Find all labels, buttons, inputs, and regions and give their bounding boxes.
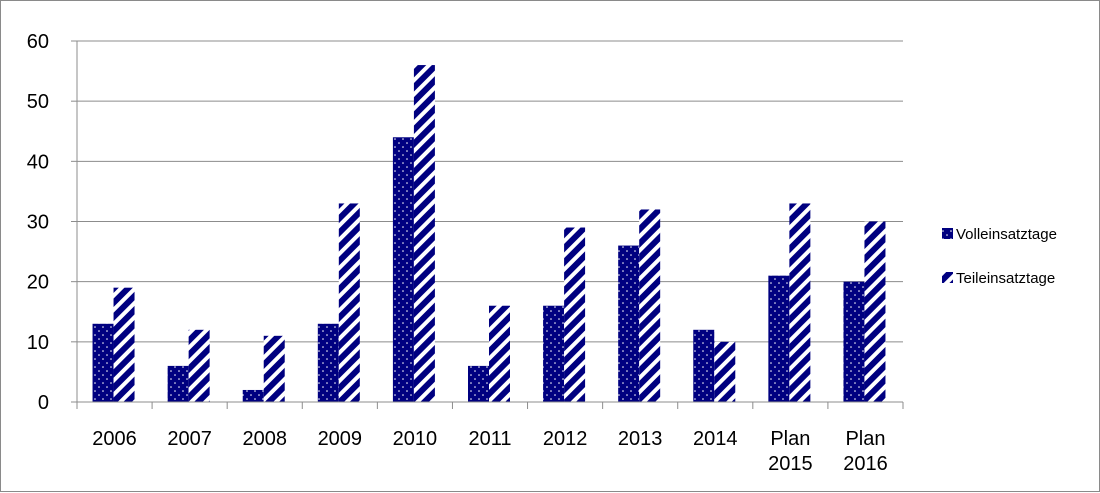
bar-teileinsatztage-8 [714, 341, 736, 402]
legend-label-teileinsatztage: Teileinsatztage [956, 270, 1055, 287]
bar-teileinsatztage-9 [789, 203, 811, 402]
bar-teileinsatztage-2 [263, 335, 285, 402]
axes [71, 40, 904, 409]
bar-volleinsatztage-8 [693, 329, 715, 402]
bar-teileinsatztage-1 [188, 329, 210, 402]
y-tick-label: 20 [27, 272, 49, 294]
bar-teileinsatztage-5 [489, 305, 510, 402]
y-tick-label: 40 [27, 151, 49, 173]
x-tick-label: 2006 [92, 428, 137, 450]
legend-swatch-teileinsatztage [942, 272, 953, 283]
gridlines [77, 40, 903, 343]
bar-volleinsatztage-10 [843, 281, 865, 402]
x-tick-label: 2010 [393, 428, 438, 450]
y-tick-label: 60 [27, 31, 49, 53]
x-tick-label: 2008 [242, 428, 287, 450]
bar-teileinsatztage-3 [338, 203, 360, 402]
bar-teileinsatztage-10 [864, 221, 886, 402]
y-tick-label: 10 [27, 332, 49, 354]
x-tick-label: Plan [770, 428, 810, 450]
bar-teileinsatztage-6 [564, 227, 586, 402]
bar-volleinsatztage-7 [618, 245, 640, 402]
bar-volleinsatztage-1 [167, 365, 189, 402]
legend-label-volleinsatztage: Volleinsatztage [956, 226, 1057, 243]
x-tick-label: 2012 [543, 428, 588, 450]
bars [92, 65, 886, 403]
x-tick-label: Plan [845, 428, 885, 450]
bar-volleinsatztage-9 [768, 275, 790, 402]
y-tick-label: 0 [38, 392, 49, 414]
bar-volleinsatztage-3 [317, 323, 339, 402]
bar-teileinsatztage-4 [413, 65, 435, 403]
x-tick-label: 2016 [843, 453, 888, 475]
bar-volleinsatztage-6 [543, 305, 565, 402]
x-tick-label: 2007 [167, 428, 212, 450]
bar-teileinsatztage-7 [639, 209, 661, 402]
x-tick-label: 2009 [318, 428, 363, 450]
x-tick-label: 2015 [768, 453, 813, 475]
legend-swatch-volleinsatztage [942, 228, 953, 239]
x-tick-label: 2013 [618, 428, 663, 450]
x-tick-label: 2011 [468, 428, 511, 450]
bar-volleinsatztage-0 [92, 323, 114, 402]
bar-teileinsatztage-0 [113, 287, 135, 402]
bar-volleinsatztage-4 [392, 137, 414, 402]
bar-volleinsatztage-5 [468, 365, 489, 402]
y-tick-label: 30 [27, 212, 49, 234]
bar-volleinsatztage-2 [242, 389, 264, 402]
tick-labels: 0 10 20 30 40 50 60 2006 2007 2008 2009 2010 2011 201… [27, 31, 888, 475]
y-tick-label: 50 [27, 91, 49, 113]
legend: Volleinsatztage Teileinsatztage [942, 226, 1057, 287]
x-tick-label: 2014 [693, 428, 738, 450]
